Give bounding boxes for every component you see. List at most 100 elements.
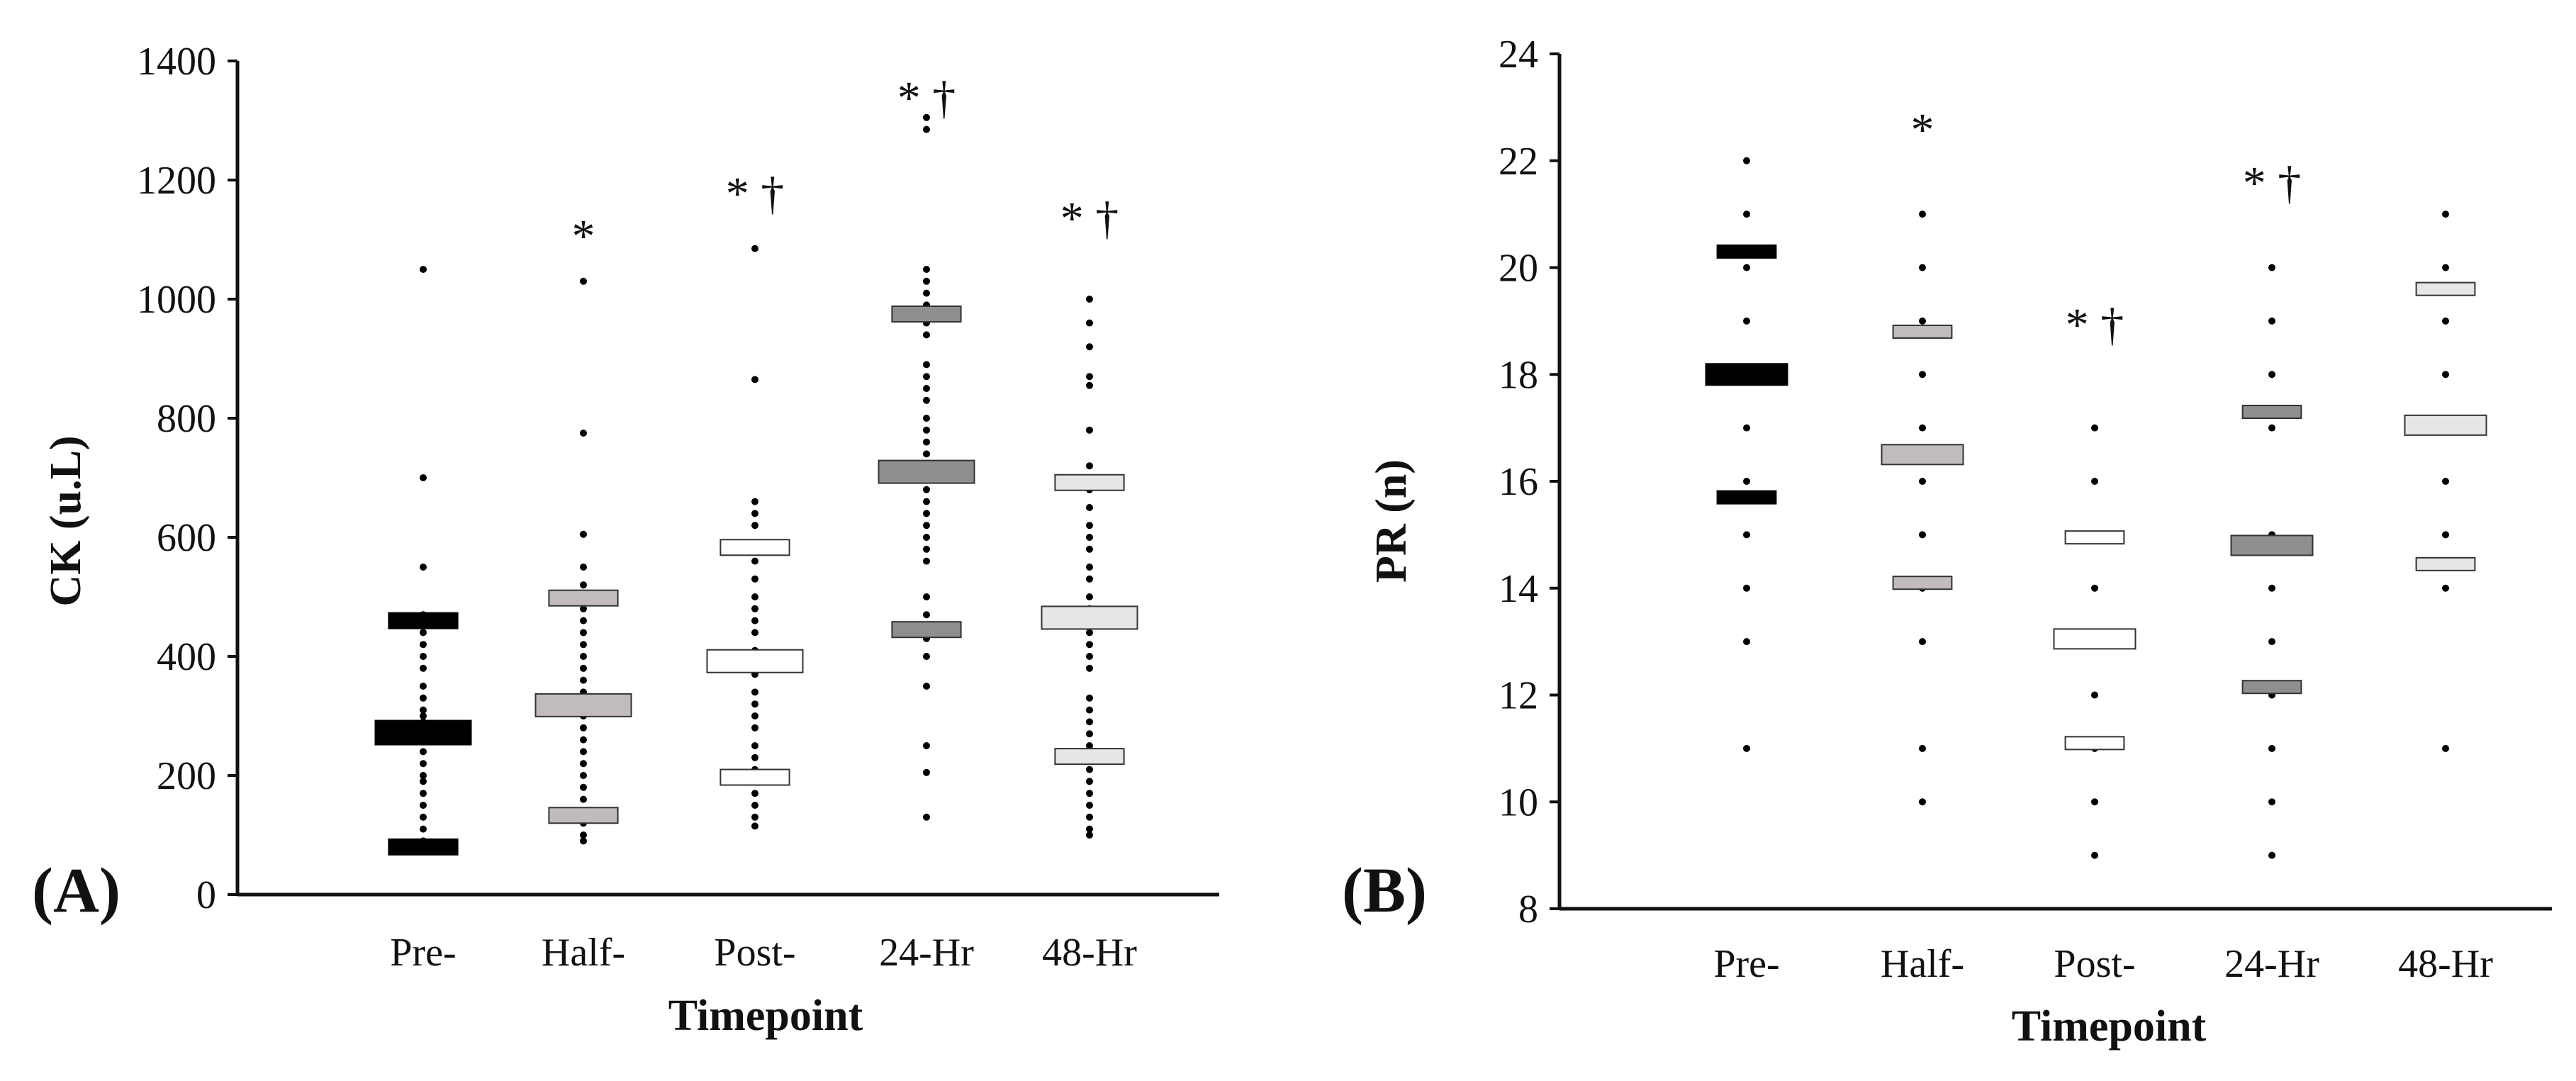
panel-a-category-label: 48-Hr bbox=[1042, 931, 1137, 975]
panel-a: (A) CK (u.L) Timepoint 0 200 400 600 800 1000… bbox=[32, 40, 1219, 1040]
panel-a-data-point bbox=[1086, 343, 1093, 351]
panel-a-data-point bbox=[1086, 462, 1093, 470]
panel-a-data-point bbox=[1086, 730, 1093, 738]
panel-a-data-point bbox=[580, 605, 587, 612]
panel-a-data-point bbox=[1086, 564, 1093, 571]
panel-a-data-point bbox=[923, 331, 930, 339]
panel-a-data-point bbox=[580, 676, 587, 684]
panel-a-y-tick-label: 600 bbox=[157, 516, 216, 560]
panel-a-y-tick-label: 1400 bbox=[137, 40, 216, 84]
panel-a-data-point bbox=[751, 712, 758, 719]
panel-a-data-point bbox=[751, 629, 758, 637]
panel-b-y-axis-title: PR (n) bbox=[1367, 459, 1416, 583]
panel-a-data-point bbox=[1086, 545, 1093, 553]
panel-b-data-point bbox=[2268, 584, 2275, 592]
panel-a-data-point bbox=[923, 415, 930, 422]
panel-a-data-point bbox=[923, 266, 930, 273]
panel-b-category-label: Half- bbox=[1881, 942, 1964, 986]
panel-a-data-point bbox=[580, 831, 587, 839]
panel-a-data-point bbox=[751, 605, 758, 612]
panel-a-data-point bbox=[420, 772, 427, 779]
panel-a-data-point bbox=[1086, 706, 1093, 714]
panel-a-data-point bbox=[751, 376, 758, 383]
panel-a-data-point bbox=[923, 450, 930, 458]
panel-b-data-point bbox=[2442, 584, 2449, 592]
panel-b-q3-bar bbox=[2064, 530, 2125, 545]
panel-b-data-point bbox=[1743, 157, 1750, 164]
panel-a-data-point bbox=[580, 736, 587, 744]
panel-b-data-point bbox=[2268, 638, 2275, 646]
panel-a-y-tick-label: 400 bbox=[157, 635, 216, 679]
panel-b-data-point bbox=[2268, 851, 2275, 859]
panel-a-data-point bbox=[751, 557, 758, 565]
panel-a-data-point bbox=[580, 530, 587, 538]
panel-a-data-point bbox=[420, 641, 427, 649]
panel-b-data-point bbox=[2268, 264, 2275, 271]
panel-a-data-point bbox=[751, 742, 758, 749]
panel-b-q3-bar bbox=[1892, 324, 1953, 339]
panel-a-q3-bar bbox=[1054, 474, 1125, 491]
panel-a-q1-bar bbox=[891, 621, 962, 639]
panel-a-data-point bbox=[580, 629, 587, 637]
panel-a-data-point bbox=[580, 277, 587, 285]
panel-a-data-point bbox=[420, 266, 427, 273]
panel-a-data-point bbox=[923, 510, 930, 517]
panel-a-data-point bbox=[420, 712, 427, 719]
panel-b-y-tick-label: 12 bbox=[1499, 674, 1538, 718]
panel-a-data-point bbox=[923, 813, 930, 821]
panel-a-data-point bbox=[580, 653, 587, 660]
panel-a-data-point bbox=[923, 683, 930, 690]
panel-a-y-tick-label: 0 bbox=[196, 873, 216, 917]
panel-b-y-tick-label: 22 bbox=[1499, 140, 1538, 184]
panel-b-data-point bbox=[1743, 424, 1750, 432]
panel-a-significance-marker: * † bbox=[897, 72, 956, 124]
panel-b-data-point bbox=[2268, 371, 2275, 379]
panel-a-data-point bbox=[1086, 718, 1093, 726]
panel-b-median-bar bbox=[1705, 363, 1788, 386]
panel-a-data-point bbox=[420, 813, 427, 821]
panel-b-median-bar bbox=[1881, 444, 1964, 466]
panel-a-category-label: Pre- bbox=[390, 931, 456, 975]
panel-a-data-point bbox=[751, 245, 758, 252]
panel-b-data-point bbox=[2442, 211, 2449, 218]
panel-a-data-point bbox=[751, 575, 758, 583]
panel-a-data-point bbox=[580, 664, 587, 672]
panel-b-y-tick-label: 24 bbox=[1499, 33, 1538, 77]
panel-b-data-point bbox=[2091, 584, 2098, 592]
panel-b-data-point bbox=[1743, 317, 1750, 325]
panel-a-data-point bbox=[923, 593, 930, 600]
panel-a-data-point bbox=[923, 373, 930, 381]
panel-b-data-point bbox=[1919, 211, 1926, 218]
panel-b-q3-bar bbox=[2415, 281, 2476, 296]
panel-a-q3-bar bbox=[548, 589, 619, 607]
panel-b-data-point bbox=[2442, 531, 2449, 539]
panel-a-data-point bbox=[1086, 373, 1093, 381]
panel-b-y-tick-label: 8 bbox=[1518, 887, 1538, 931]
panel-b-data-point bbox=[1743, 478, 1750, 485]
panel-a-y-tick-label: 200 bbox=[157, 754, 216, 798]
panel-a-data-point bbox=[1086, 802, 1093, 809]
panel-a-data-point bbox=[580, 837, 587, 845]
panel-a-data-point bbox=[420, 802, 427, 809]
panel-b-category-label: 48-Hr bbox=[2398, 942, 2493, 986]
panel-a-data-point bbox=[580, 748, 587, 756]
panel-a-data-point bbox=[1086, 381, 1093, 389]
panel-a-significance-marker: * † bbox=[1060, 193, 1119, 245]
panel-a-q3-bar bbox=[719, 539, 790, 556]
panel-a-data-point bbox=[923, 113, 930, 121]
panel-a-data-point bbox=[580, 795, 587, 803]
panel-a-data-point bbox=[751, 510, 758, 517]
panel-b-data-point bbox=[2091, 798, 2098, 806]
panel-b-y-tick-label: 10 bbox=[1499, 780, 1538, 824]
panel-a-data-point bbox=[751, 688, 758, 696]
panel-a-data-point bbox=[1086, 790, 1093, 797]
panel-a-data-point bbox=[1086, 319, 1093, 327]
panel-b-data-point bbox=[1743, 638, 1750, 646]
panel-a-data-point bbox=[420, 790, 427, 797]
panel-a-data-point bbox=[580, 772, 587, 779]
panel-a-data-point bbox=[923, 486, 930, 493]
panel-a-data-point bbox=[580, 564, 587, 571]
panel-a-data-point bbox=[420, 694, 427, 702]
panel-b-category-label: Post- bbox=[2054, 942, 2135, 986]
panel-a-data-point bbox=[580, 430, 587, 437]
